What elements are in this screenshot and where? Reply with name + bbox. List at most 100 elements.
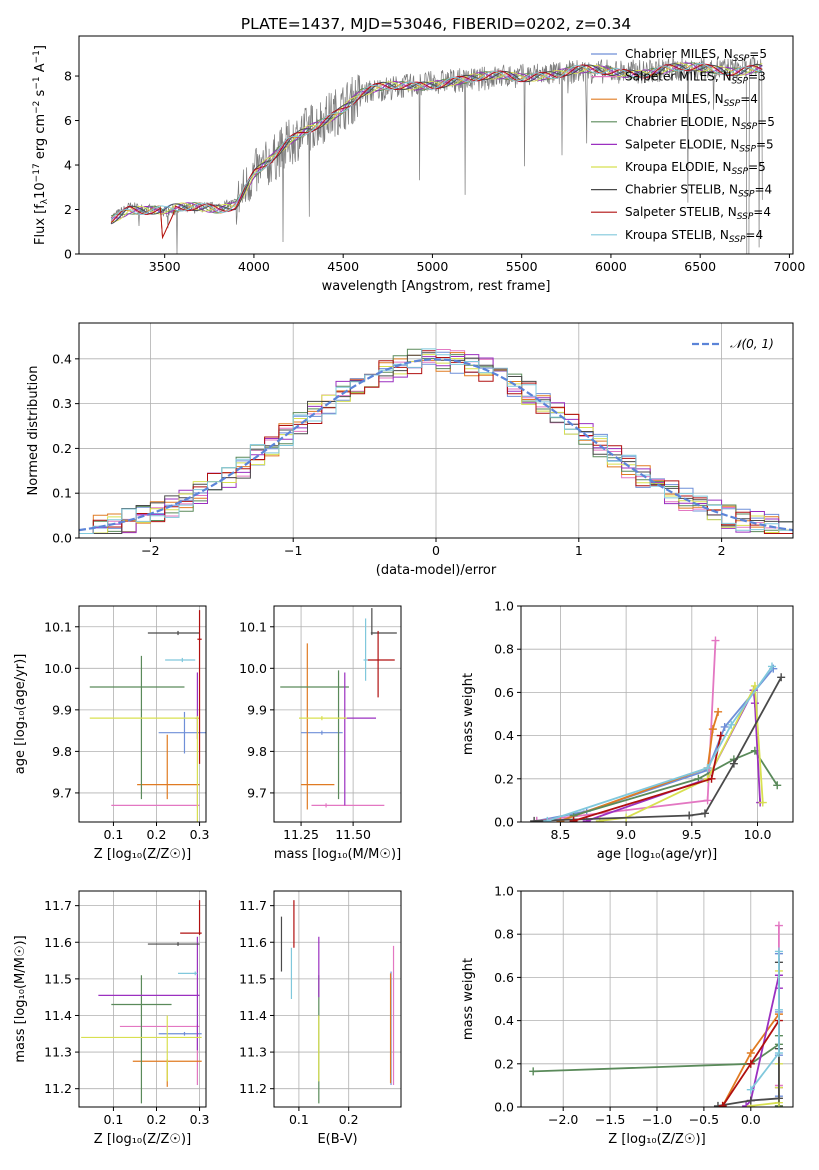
weight-marker bbox=[718, 1101, 727, 1107]
legend-entry: Chabrier ELODIE, NSSP=5 bbox=[625, 115, 775, 132]
panel-ebv-mass: 0.1 0.2 11.2 11.3 11.4 11.5 11.6 11.7 E(B-V) bbox=[239, 890, 402, 1147]
y-tick-label: 11.4 bbox=[239, 1008, 267, 1023]
y-tick-label: 0.3 bbox=[52, 396, 72, 411]
y-tick-label: 11.5 bbox=[44, 971, 72, 986]
x-tick-label: 5500 bbox=[506, 259, 538, 274]
y-tick-label: 0.6 bbox=[494, 970, 514, 985]
x-tick-label: 7000 bbox=[774, 259, 806, 274]
weight-marker bbox=[707, 774, 716, 783]
y-tick-label: 0 bbox=[64, 247, 72, 262]
legend: 𝒩(0, 1) bbox=[692, 337, 774, 351]
x-axis-label: wavelength [Angstrom, rest frame] bbox=[322, 279, 551, 294]
weight-marker bbox=[703, 764, 712, 772]
panel-residuals: −2 −1 0 1 2 0.0 0.1 0.2 0.3 0.4 (data-model)/error… bbox=[26, 322, 794, 578]
x-axis-label: Z [log₁₀(Z/Z☉)] bbox=[94, 1132, 191, 1147]
y-tick-label: 4 bbox=[64, 158, 72, 173]
legend-entry: Salpeter STELIB, NSSP=4 bbox=[625, 205, 771, 222]
y-tick-label: 0.0 bbox=[494, 1100, 514, 1115]
y-tick-label: 0.4 bbox=[52, 351, 72, 366]
y-tick-label: 6 bbox=[64, 113, 72, 128]
panel-z-mass: 0.1 0.2 0.3 11.2 11.3 11.4 11.5 11.6 11.7 Z [log₁… bbox=[13, 890, 210, 1147]
weight-marker bbox=[773, 781, 782, 790]
y-tick-label: 9.8 bbox=[247, 744, 267, 759]
weight-marker bbox=[530, 816, 539, 822]
legend-entry: Chabrier MILES, NSSP=5 bbox=[625, 47, 767, 64]
y-axis-label: Flux [fλ10−17 erg cm−2 s−1 A−1] bbox=[32, 45, 50, 245]
plot-area bbox=[81, 900, 202, 1104]
weight-marker bbox=[774, 947, 783, 956]
plot-area bbox=[529, 921, 783, 1107]
axes-frame bbox=[520, 605, 794, 823]
legend-entry: Salpeter MILES, NSSP=3 bbox=[625, 70, 766, 87]
y-axis-label: mass [log₁₀(M/M☉)] bbox=[13, 935, 28, 1062]
legend-entry: Kroupa ELODIE, NSSP=5 bbox=[625, 160, 766, 177]
y-tick-label: 11.3 bbox=[44, 1045, 72, 1060]
panel-z-age: 0.1 0.2 0.3 9.7 9.8 9.9 10.0 10.1 Z [log₁₀(Z/Z☉)… bbox=[13, 605, 210, 862]
weight-marker bbox=[685, 811, 694, 820]
x-tick-label: 10.0 bbox=[744, 827, 772, 842]
legend-entry: Kroupa MILES, NSSP=4 bbox=[625, 92, 758, 109]
y-axis-label: mass weight bbox=[461, 958, 476, 1040]
weight-marker bbox=[543, 816, 552, 822]
x-tick-label: 6000 bbox=[595, 259, 627, 274]
weight-marker bbox=[708, 725, 717, 734]
y-tick-label: 9.8 bbox=[52, 744, 72, 759]
y-tick-label: 11.2 bbox=[239, 1081, 267, 1096]
x-tick-label: 5000 bbox=[417, 259, 449, 274]
observed-spectrum bbox=[110, 55, 763, 254]
y-tick-label: 10.1 bbox=[239, 619, 267, 634]
weight-marker bbox=[774, 921, 783, 930]
weight-marker bbox=[746, 1085, 755, 1094]
axes-frame bbox=[78, 605, 207, 823]
panel-spectrum: 3500 4000 4500 5000 5500 6000 6500 7000 0 2 4 6 8 wav… bbox=[32, 35, 806, 294]
y-tick-label: 0.4 bbox=[494, 728, 514, 743]
y-tick-label: 0.8 bbox=[494, 642, 514, 657]
y-tick-label: 10.1 bbox=[44, 619, 72, 634]
weight-marker bbox=[700, 809, 709, 818]
x-tick-label: 4000 bbox=[238, 259, 270, 274]
y-tick-label: 9.9 bbox=[247, 702, 267, 717]
y-tick-label: 0.2 bbox=[52, 441, 72, 456]
x-axis-label: mass [log₁₀(M/M☉)] bbox=[274, 847, 401, 862]
y-tick-label: 11.2 bbox=[44, 1081, 72, 1096]
x-tick-label: −2.0 bbox=[548, 1112, 578, 1127]
legend-entry: 𝒩(0, 1) bbox=[730, 337, 774, 351]
y-tick-label: 9.7 bbox=[247, 785, 267, 800]
x-axis-label: Z [log₁₀(Z/Z☉)] bbox=[608, 1132, 705, 1147]
y-tick-label: 9.7 bbox=[52, 785, 72, 800]
panel-mass-age: 11.25 11.50 9.7 9.8 9.9 10.0 10.1 mass [log₁₀(M… bbox=[239, 605, 402, 862]
weight-marker bbox=[716, 731, 725, 740]
x-tick-label: 0.3 bbox=[190, 827, 210, 842]
y-tick-label: 0.8 bbox=[494, 927, 514, 942]
weight-line bbox=[534, 676, 782, 822]
x-axis-label: E(B-V) bbox=[317, 1132, 357, 1147]
y-tick-label: 10.0 bbox=[239, 661, 267, 676]
weight-line bbox=[573, 749, 778, 817]
model-spectrum bbox=[110, 62, 763, 220]
x-tick-label: 11.50 bbox=[335, 827, 371, 842]
weight-marker bbox=[746, 1049, 755, 1057]
x-tick-label: 2 bbox=[718, 543, 726, 558]
plot-area bbox=[280, 608, 397, 810]
x-axis-label: (data-model)/error bbox=[376, 563, 497, 578]
plot-area bbox=[110, 55, 763, 254]
model-spectrum bbox=[110, 63, 763, 240]
legend-entry: Kroupa STELIB, NSSP=4 bbox=[625, 228, 763, 245]
x-tick-label: 0.1 bbox=[103, 827, 123, 842]
weight-marker bbox=[714, 707, 723, 716]
y-tick-label: 0.6 bbox=[494, 685, 514, 700]
axes-frame bbox=[273, 605, 402, 823]
y-tick-label: 11.5 bbox=[239, 971, 267, 986]
y-tick-label: 0.0 bbox=[52, 531, 72, 546]
weight-marker bbox=[767, 662, 776, 671]
x-tick-label: 1 bbox=[575, 543, 583, 558]
x-tick-label: 6500 bbox=[684, 259, 716, 274]
x-tick-label: 0.3 bbox=[190, 1112, 210, 1127]
x-tick-label: 9.5 bbox=[682, 827, 702, 842]
weight-marker bbox=[720, 722, 729, 731]
y-tick-label: 11.7 bbox=[239, 898, 267, 913]
weight-marker bbox=[777, 673, 786, 682]
legend: Chabrier MILES, NSSP=5 Salpeter MILES, NS… bbox=[591, 47, 775, 245]
y-tick-label: 0.1 bbox=[52, 486, 72, 501]
